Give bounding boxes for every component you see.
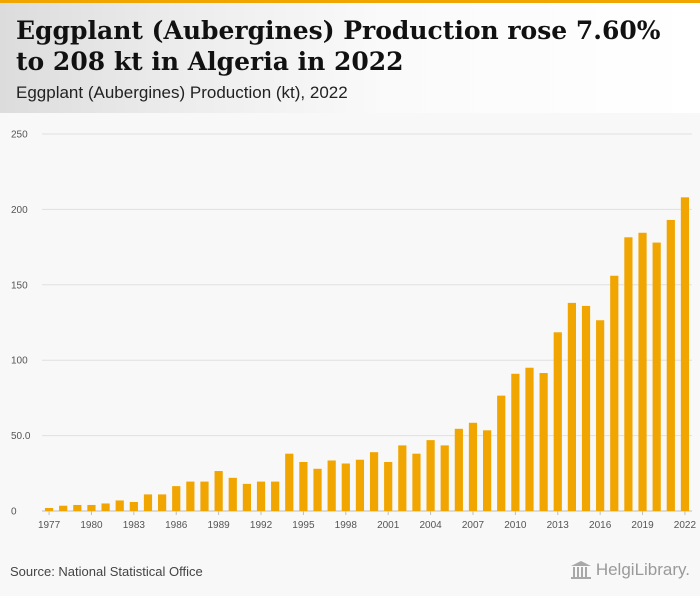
y-tick-label: 100: [11, 356, 28, 367]
bar-2008[interactable]: [483, 430, 492, 511]
x-tick-label: 2004: [419, 520, 442, 531]
accent-bar: [0, 0, 700, 3]
bar-2002[interactable]: [398, 445, 407, 511]
bar-2000[interactable]: [369, 452, 379, 511]
header: Eggplant (Aubergines) Production rose 7.…: [0, 3, 700, 113]
x-axis-tick-labels: 1977 1980 1983 1986 1989 1992 1995 1998 2001 2004…: [38, 511, 697, 531]
library-building-icon: [570, 561, 591, 579]
x-tick-label: 2001: [377, 520, 400, 531]
y-tick-label: 0: [11, 507, 17, 518]
x-tick-label: 2016: [589, 520, 612, 531]
bar-1993[interactable]: [271, 481, 280, 511]
x-tick-label: 2019: [631, 520, 654, 531]
bar-1984[interactable]: [143, 494, 153, 511]
bar-1986[interactable]: [172, 486, 181, 511]
bar-1987[interactable]: [186, 481, 195, 511]
bar-2012[interactable]: [539, 373, 548, 511]
bar-2016[interactable]: [596, 320, 605, 511]
bar-1983[interactable]: [129, 501, 138, 511]
bar-1990[interactable]: [228, 477, 237, 511]
chart-title: Eggplant (Aubergines) Production rose 7.…: [16, 16, 661, 76]
bar-1982[interactable]: [115, 500, 124, 511]
bar-2019[interactable]: [638, 232, 647, 512]
bar-1995[interactable]: [299, 461, 308, 511]
bar-2014[interactable]: [567, 302, 576, 511]
bar-1991[interactable]: [242, 483, 251, 511]
bar-1989[interactable]: [214, 471, 223, 511]
x-tick-label: 1998: [335, 520, 358, 531]
bar-2013[interactable]: [553, 332, 562, 511]
x-tick-label: 2022: [674, 520, 697, 531]
x-tick-label: 1986: [165, 520, 188, 531]
x-tick-label: 1992: [250, 520, 273, 531]
bar-2011[interactable]: [525, 367, 534, 511]
bar-1994[interactable]: [285, 453, 294, 511]
bar-1992[interactable]: [256, 481, 266, 511]
bar-1981[interactable]: [101, 503, 110, 511]
source-note: Source: National Statistical Office: [10, 564, 203, 579]
chart-subtitle: Eggplant (Aubergines) Production (kt), 2…: [16, 83, 348, 102]
bar-2004[interactable]: [426, 440, 435, 511]
bar-2005[interactable]: [440, 445, 449, 511]
bar-2020[interactable]: [652, 242, 661, 512]
bar-2006[interactable]: [454, 428, 463, 511]
y-tick-label: 50.0: [11, 431, 31, 442]
y-tick-label: 250: [11, 130, 28, 141]
x-tick-label: 1983: [123, 520, 146, 531]
x-tick-label: 2013: [547, 520, 570, 531]
bar-1977[interactable]: [44, 507, 54, 511]
bar-2007[interactable]: [468, 422, 478, 511]
bars: [44, 197, 690, 512]
bar-1985[interactable]: [158, 494, 167, 511]
x-tick-label: 1989: [208, 520, 231, 531]
bar-1979[interactable]: [73, 504, 82, 511]
x-tick-label: 1977: [38, 520, 61, 531]
x-tick-label: 1980: [80, 520, 103, 531]
bar-1998[interactable]: [341, 463, 350, 511]
y-axis-tick-labels: 0 50.0 100 150 200 250: [11, 130, 31, 518]
bar-2017[interactable]: [610, 275, 619, 511]
x-tick-label: 1995: [292, 520, 315, 531]
bar-2022[interactable]: [680, 197, 690, 511]
bar-2003[interactable]: [412, 453, 421, 511]
x-tick-label: 2010: [504, 520, 527, 531]
gridlines: [42, 133, 692, 512]
y-tick-label: 200: [11, 205, 28, 216]
bar-1978[interactable]: [59, 505, 68, 511]
bar-2001[interactable]: [384, 461, 393, 511]
bar-1997[interactable]: [327, 460, 336, 511]
bar-2009[interactable]: [497, 395, 506, 511]
bar-1988[interactable]: [200, 481, 209, 511]
bar-1980[interactable]: [87, 504, 96, 511]
y-tick-label: 150: [11, 280, 28, 291]
bar-2018[interactable]: [624, 237, 633, 511]
logo-text: HelgiLibrary.: [595, 560, 690, 579]
bar-2015[interactable]: [581, 305, 591, 511]
bar-1999[interactable]: [355, 459, 365, 511]
helgilibrary-logo[interactable]: HelgiLibrary.: [570, 560, 690, 580]
bar-1996[interactable]: [313, 468, 322, 511]
bar-2010[interactable]: [511, 373, 520, 511]
bar-2021[interactable]: [666, 219, 675, 511]
x-tick-label: 2007: [462, 520, 485, 531]
